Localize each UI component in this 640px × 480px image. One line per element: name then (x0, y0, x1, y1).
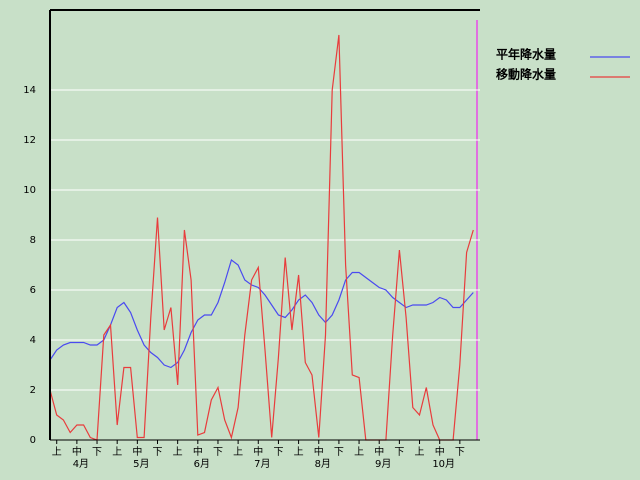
x-tick-label: 上 (52, 446, 62, 458)
series-line (49, 34, 474, 441)
x-tick-label: 中 (314, 445, 324, 458)
month-label: 6月 (194, 458, 210, 470)
x-tick-label: 中 (72, 445, 82, 458)
month-label: 4月 (73, 458, 89, 470)
y-tick-label: 4 (30, 335, 36, 346)
month-label: 8月 (315, 458, 331, 470)
month-label: 9月 (375, 458, 391, 470)
x-tick-label: 中 (435, 445, 445, 458)
x-tick-label: 下 (153, 447, 163, 458)
y-tick-label: 8 (30, 235, 36, 246)
x-tick-label: 下 (455, 447, 465, 458)
x-tick-label: 下 (394, 447, 404, 458)
x-tick-label: 中 (132, 445, 142, 458)
x-tick-label: 上 (354, 446, 364, 458)
series-line (49, 259, 474, 369)
x-tick-label: 上 (294, 446, 304, 458)
x-tick-label: 上 (173, 446, 183, 458)
x-tick-label: 下 (213, 447, 223, 458)
x-tick-label: 下 (273, 447, 283, 458)
x-tick-label: 上 (112, 446, 122, 458)
month-label: 7月 (254, 458, 270, 470)
x-tick-label: 上 (415, 446, 425, 458)
legend-label: 平年降水量 (496, 47, 556, 62)
x-tick-label: 下 (92, 447, 102, 458)
month-label: 5月 (133, 458, 149, 470)
x-tick-label: 上 (233, 446, 243, 458)
y-tick-label: 2 (30, 385, 36, 396)
x-tick-label: 中 (193, 445, 203, 458)
x-tick-label: 中 (253, 445, 263, 458)
y-tick-label: 10 (23, 185, 36, 196)
x-tick-label: 下 (334, 447, 344, 458)
y-tick-label: 6 (30, 285, 36, 296)
legend-label: 移動降水量 (496, 67, 556, 82)
y-tick-label: 0 (30, 435, 36, 446)
y-tick-label: 14 (23, 85, 36, 96)
x-tick-label: 中 (374, 445, 384, 458)
y-tick-label: 12 (23, 135, 36, 146)
month-label: 10月 (432, 458, 455, 470)
